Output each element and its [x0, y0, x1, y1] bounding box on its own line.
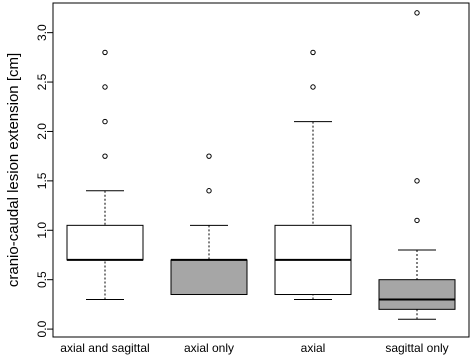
plot-frame — [52, 2, 470, 338]
outlier — [102, 118, 108, 125]
y-tick-label: 0.5 — [35, 271, 49, 288]
outlier — [102, 153, 108, 159]
outlier — [310, 84, 316, 90]
outlier — [206, 153, 212, 159]
y-tick-label: 2.0 — [35, 123, 49, 140]
outlier — [414, 10, 420, 16]
y-tick-label: 2.5 — [35, 73, 49, 90]
outlier — [414, 217, 420, 224]
outlier — [102, 84, 108, 90]
box — [170, 259, 248, 296]
x-tick-label: axial — [301, 341, 326, 355]
outlier — [206, 188, 212, 194]
box — [378, 279, 456, 310]
y-axis-label: cranio-caudal lesion extension [cm] — [5, 53, 22, 287]
y-tick-label: 1.5 — [35, 172, 49, 189]
outlier — [414, 178, 420, 184]
outlier — [102, 49, 108, 56]
x-tick-label: axial only — [184, 341, 234, 355]
x-tick-label: sagittal only — [385, 341, 448, 355]
box — [66, 224, 144, 261]
y-tick-label: 1.0 — [35, 222, 49, 239]
y-tick-label: 0.0 — [35, 320, 49, 337]
outlier — [310, 49, 316, 56]
x-tick-label: axial and sagittal — [60, 341, 149, 355]
y-tick-label: 3.0 — [35, 24, 49, 41]
